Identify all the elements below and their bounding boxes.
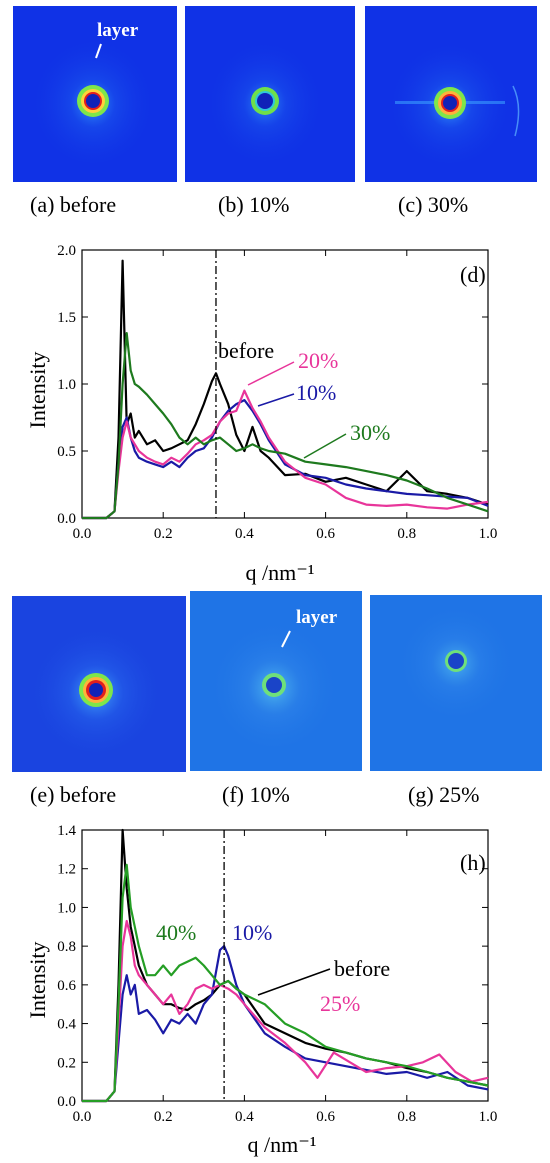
scattering-pattern-e — [12, 596, 186, 772]
chart-h-ytick-label: 0.4 — [57, 1017, 76, 1033]
scattering-pattern-c — [365, 6, 537, 182]
series-label-before-d: before — [218, 338, 274, 363]
series-label-20pct-d: 20% — [298, 348, 338, 373]
chart-d-ytick-label: 1.5 — [57, 310, 76, 326]
chart-d-xtick-label: 0.6 — [316, 526, 335, 542]
pattern-a-image: layer — [13, 6, 177, 182]
chart-h-xlabel: q /nm⁻¹ — [248, 1132, 317, 1157]
pattern-b-image — [185, 6, 355, 182]
chart-h-ytick-label: 0.8 — [57, 939, 76, 955]
annotation-pointer — [95, 43, 102, 59]
pattern-c-image — [365, 6, 537, 182]
chart-h-ytick-label: 1.0 — [57, 900, 76, 916]
chart-d-ytick-label: 0.0 — [57, 511, 76, 527]
label-leader-30pct — [303, 433, 347, 459]
caption-g: (g) 25% — [408, 782, 480, 807]
scattering-pattern-a: layer — [13, 6, 177, 182]
chart-h-xtick-label: 0.4 — [235, 1109, 254, 1125]
chart-h-xtick-label: 1.0 — [479, 1109, 498, 1125]
chart-h-ytick-label: 1.4 — [57, 823, 76, 839]
pattern-e-image — [12, 596, 186, 772]
chart-d-xtick-label: 0.4 — [235, 526, 254, 542]
chart-h-plot-frame — [81, 829, 489, 1102]
series-label-25pct-h: 25% — [320, 991, 360, 1016]
panel-label-d: (d) — [460, 262, 486, 287]
label-leader-10pct — [257, 393, 295, 407]
label-leader-20pct — [247, 361, 295, 386]
chart-h-ytick-label: 1.2 — [57, 862, 76, 878]
pattern-a-annotation: layer — [97, 20, 139, 41]
panel-label-h: (h) — [460, 850, 486, 875]
chart-h-xtick-label: 0.8 — [397, 1109, 416, 1125]
series-label-before-h: before — [334, 956, 390, 981]
scattering-pattern-b — [185, 6, 355, 182]
chart-h-ytick-label: 0.6 — [57, 978, 76, 994]
chart-h-xtick-label: 0.2 — [154, 1109, 173, 1125]
chart-d-xtick-label: 0.8 — [397, 526, 416, 542]
pattern-g-image — [370, 595, 542, 771]
chart-d-ylabel: Intensity — [25, 352, 50, 429]
scattering-pattern-f: layer — [190, 591, 362, 771]
caption-f: (f) 10% — [222, 782, 290, 807]
chart-d-ytick-label: 1.0 — [57, 377, 76, 393]
chart-d-plot-frame — [81, 249, 489, 519]
pattern-f-image: layer — [190, 591, 362, 771]
scattering-pattern-g — [370, 595, 542, 771]
pattern-f-annotation: layer — [296, 607, 338, 628]
chart-d-series-10pct — [82, 399, 489, 520]
chart-h-ytick-label: 0.2 — [57, 1055, 76, 1071]
chart-h-ytick-label: 0.0 — [57, 1094, 76, 1110]
chart-d-ytick-label: 2.0 — [57, 243, 76, 259]
annotation-pointer — [281, 630, 291, 648]
series-label-10pct-d: 10% — [296, 380, 336, 405]
caption-c: (c) 30% — [398, 192, 469, 217]
caption-e: (e) before — [30, 782, 117, 807]
chart-h-xtick-label: 0.0 — [73, 1109, 92, 1125]
series-label-40pct-h: 40% — [156, 920, 196, 945]
chart-d: (d) Intensity q /nm⁻¹ before 20% 10% 30%… — [25, 243, 498, 585]
series-label-30pct-d: 30% — [350, 420, 390, 445]
chart-d-xtick-label: 0.2 — [154, 526, 173, 542]
chart-d-xlabel: q /nm⁻¹ — [246, 560, 315, 585]
chart-h-ylabel: Intensity — [25, 942, 50, 1019]
chart-h-series-40pct — [82, 863, 489, 1103]
caption-a: (a) before — [30, 192, 117, 217]
chart-h: (h) Intensity q /nm⁻¹ 40% 10% before 25%… — [25, 823, 498, 1157]
caption-b: (b) 10% — [218, 192, 290, 217]
chart-d-xtick-label: 0.0 — [73, 526, 92, 542]
chart-d-xtick-label: 1.0 — [479, 526, 498, 542]
chart-d-ytick-label: 0.5 — [57, 444, 76, 460]
label-leader-before — [257, 968, 331, 996]
chart-h-xtick-label: 0.6 — [316, 1109, 335, 1125]
chart-h-series-25pct — [82, 919, 489, 1103]
series-label-10pct-h: 10% — [232, 920, 272, 945]
